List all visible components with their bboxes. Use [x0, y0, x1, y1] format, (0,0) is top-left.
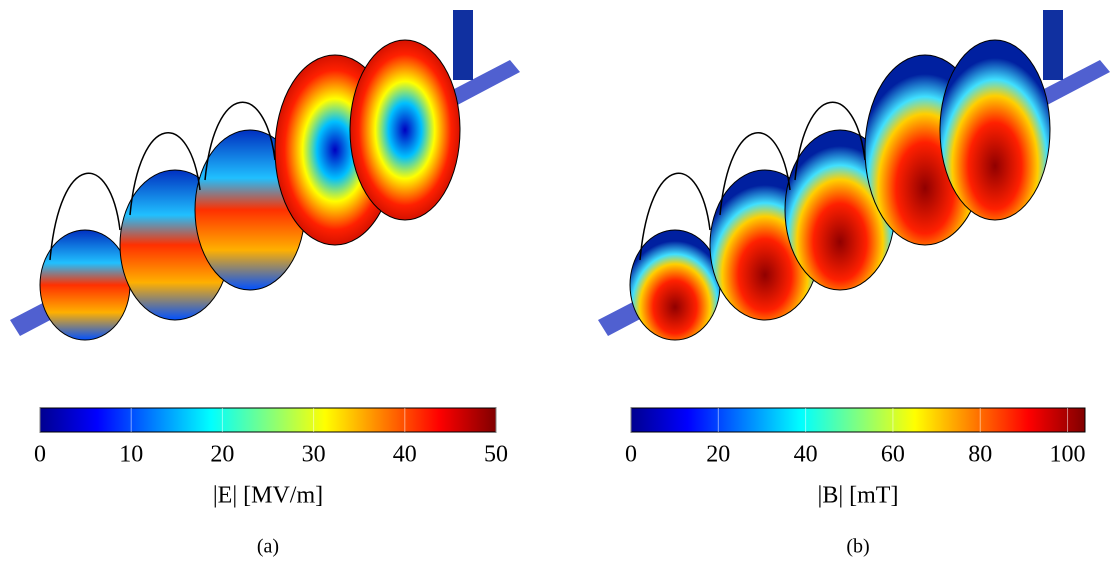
x-tick-label: 40	[794, 442, 818, 468]
caption: (b)	[846, 536, 869, 558]
x-tick-label: 60	[881, 442, 905, 468]
x-tick-label: 20	[706, 442, 730, 468]
x-tick-label: 0	[625, 442, 637, 468]
x-tick-label: 20	[210, 442, 234, 468]
x-tick-label: 0	[34, 442, 46, 468]
caption: (a)	[257, 536, 279, 558]
x-tick-label: 50	[484, 442, 508, 468]
colorbar-label: |E| [MV/m]	[213, 483, 323, 509]
colorbar	[631, 408, 1085, 432]
colorbar	[40, 408, 496, 432]
x-tick-label: 100	[1050, 442, 1086, 468]
x-tick-label: 40	[393, 442, 417, 468]
figure: 0 10 20 30 40 50 |E| [MV/m] (a) 0 20 40 60 80 100 |B| …	[0, 0, 1115, 564]
x-tick-label: 10	[119, 442, 143, 468]
colorbar-label: |B| [mT]	[818, 483, 899, 509]
field-render-b	[598, 10, 1110, 340]
x-tick-label: 80	[968, 442, 992, 468]
field-render-a	[10, 10, 520, 340]
x-tick-label: 30	[302, 442, 326, 468]
